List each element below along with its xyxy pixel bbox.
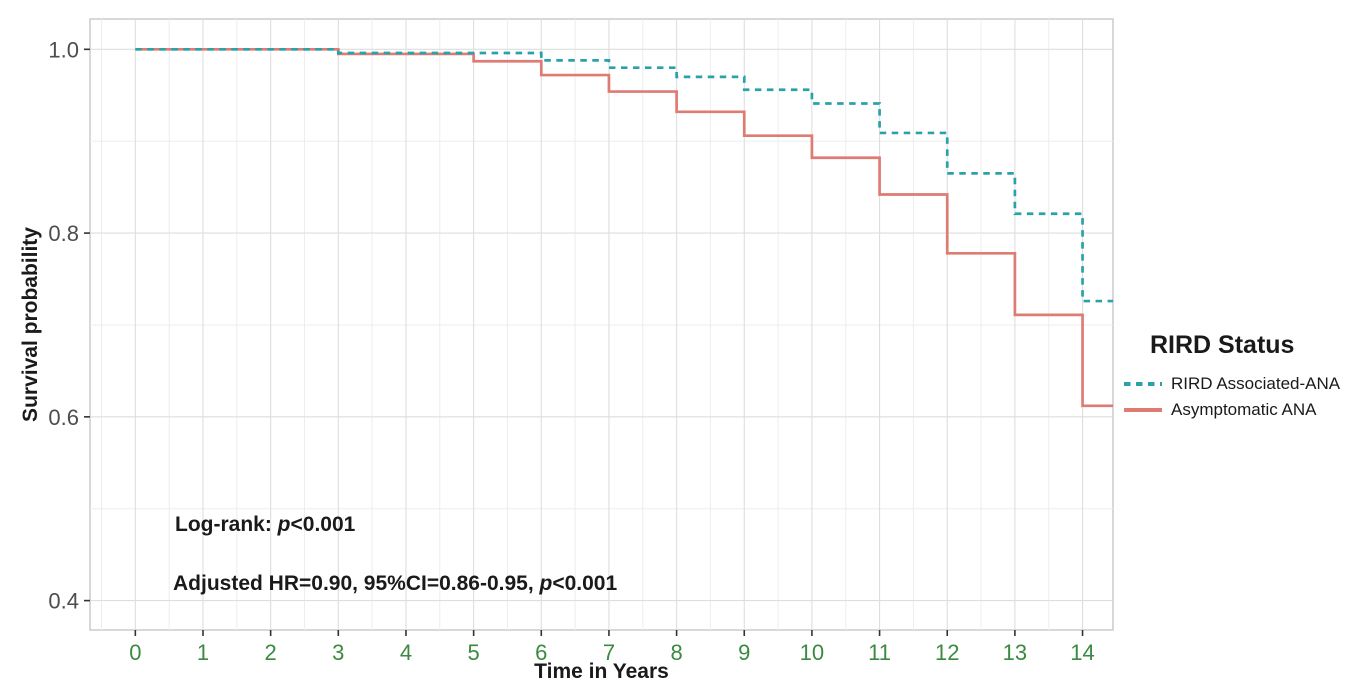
x-tick-label: 10	[800, 640, 824, 665]
y-tick-label: 0.4	[48, 589, 79, 614]
legend-entry-asymptomatic-ana: Asymptomatic ANA	[1124, 400, 1370, 420]
survival-curve-rird-associated-ana	[135, 47, 1113, 303]
legend-title: RIRD Status	[1150, 331, 1295, 359]
y-axis-title: Survival probability	[19, 227, 42, 422]
x-tick-label: 6	[535, 640, 547, 665]
solid-line-swatch	[1124, 408, 1162, 412]
x-tick-label: 11	[868, 640, 891, 665]
x-tick-label: 14	[1070, 640, 1094, 665]
x-tick-label: 8	[670, 640, 682, 665]
x-tick-label: 5	[468, 640, 480, 665]
survival-curve-asymptomatic-ana	[135, 47, 1113, 408]
x-tick-label: 13	[1003, 640, 1027, 665]
x-tick-label: 4	[400, 640, 412, 665]
legend-entry-label: Asymptomatic ANA	[1171, 400, 1317, 419]
legend-entry-rird-associated-ana: RIRD Associated-ANA	[1124, 374, 1370, 394]
x-tick-label: 9	[738, 640, 750, 665]
annotation-adjusted-hr: Adjusted HR=0.90, 95%CI=0.86-0.95, p<0.0…	[173, 572, 617, 595]
legend: RIRD Status RIRD Associated-ANA Asymptom…	[1124, 330, 1370, 420]
dashed-line-swatch	[1124, 382, 1162, 386]
annotation-log-rank: Log-rank: p<0.001	[175, 513, 356, 536]
x-tick-label: 2	[265, 640, 277, 665]
x-tick-label: 1	[197, 640, 209, 665]
y-tick-label: 0.8	[48, 221, 79, 246]
legend-entry-label: RIRD Associated-ANA	[1171, 374, 1341, 393]
x-tick-label: 12	[935, 640, 959, 665]
x-tick-label: 3	[332, 640, 344, 665]
x-tick-label: 7	[603, 640, 615, 665]
y-tick-label: 1.0	[48, 37, 79, 62]
y-tick-label: 0.6	[48, 405, 79, 430]
x-axis-title: Time in Years	[534, 660, 669, 683]
x-tick-label: 0	[129, 640, 141, 665]
